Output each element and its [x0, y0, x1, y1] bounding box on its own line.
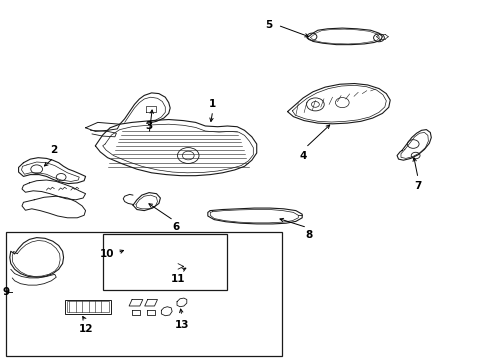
Text: 1: 1 — [209, 99, 216, 109]
Text: 9: 9 — [2, 287, 10, 297]
Text: 3: 3 — [145, 121, 152, 131]
Text: 6: 6 — [172, 222, 179, 233]
Bar — [66, 301, 109, 312]
Bar — [6, 232, 282, 356]
Text: 7: 7 — [413, 181, 421, 192]
Text: 2: 2 — [50, 145, 57, 155]
Text: 8: 8 — [305, 230, 312, 240]
Text: 13: 13 — [174, 320, 189, 330]
Text: 12: 12 — [78, 324, 93, 334]
Text: 5: 5 — [265, 20, 272, 30]
Text: 4: 4 — [299, 151, 306, 161]
Bar — [102, 234, 227, 290]
Bar — [64, 300, 111, 314]
Text: 11: 11 — [170, 274, 185, 284]
Text: 10: 10 — [99, 249, 114, 259]
